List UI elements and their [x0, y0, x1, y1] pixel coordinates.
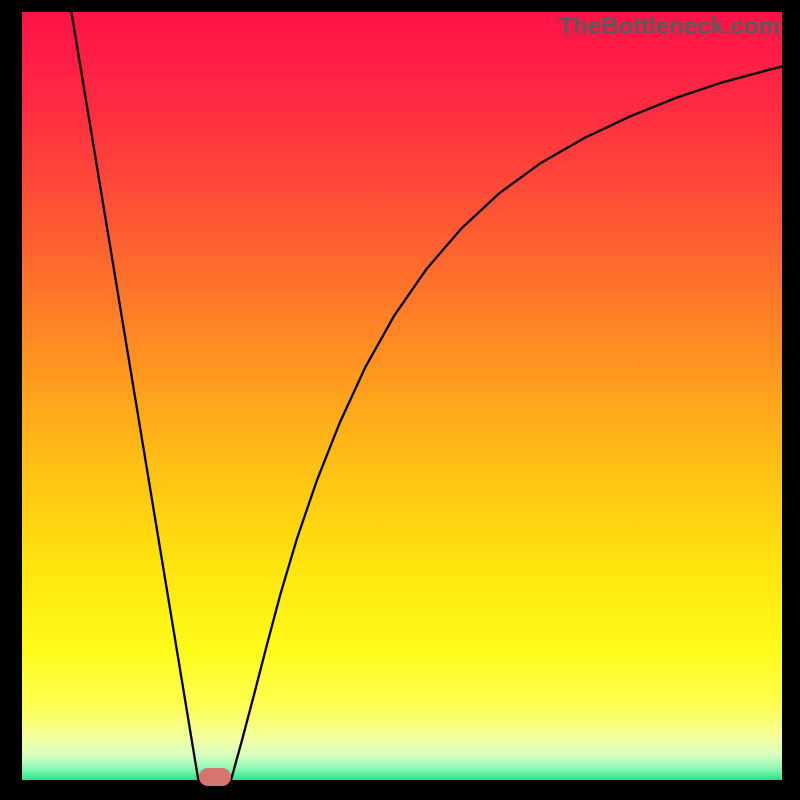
curve-layer	[22, 12, 782, 780]
watermark-text: TheBottleneck.com	[559, 13, 780, 41]
chart-container: TheBottleneck.com	[0, 0, 800, 800]
bottleneck-marker	[199, 768, 231, 786]
plot-area	[22, 12, 782, 780]
